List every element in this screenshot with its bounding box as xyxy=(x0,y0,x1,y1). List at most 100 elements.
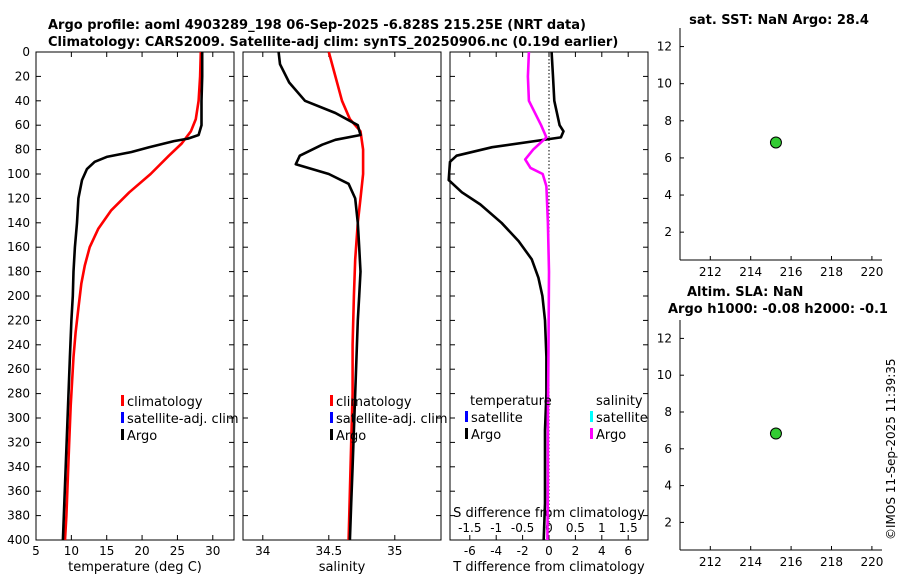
temp-xlabel: temperature (deg C) xyxy=(68,560,202,575)
diff-legend-s-argo-swatch xyxy=(590,428,593,439)
temp-legend-2-swatch xyxy=(121,429,124,440)
diff-xtick-label: 2 xyxy=(572,544,580,558)
sla-xtick-label: 212 xyxy=(699,555,722,569)
diff-legend-t-argo-label: Argo xyxy=(471,428,501,443)
diff-s-tick-label: 0.5 xyxy=(566,521,585,535)
depth-tick-label: 160 xyxy=(7,240,30,254)
sla-map-panel: 212 214 216 218 220 2 4 6 8 10 12 Altim. SLA: NaN Ar… xyxy=(657,285,888,569)
diff-legend-t-sat-label: satellite xyxy=(471,411,523,426)
sal-xlabel: salinity xyxy=(319,560,366,575)
depth-tick-label: 300 xyxy=(7,411,30,425)
diff-s-tick-label: -0.5 xyxy=(511,521,534,535)
sal-line-argo xyxy=(277,51,362,541)
title-line-2: Climatology: CARS2009. Satellite-adj cli… xyxy=(48,35,618,50)
sst-xtick-label: 216 xyxy=(780,265,803,279)
depth-tick-label: 20 xyxy=(15,69,30,83)
diff-xlabel: T difference from climatology xyxy=(452,560,645,575)
depth-tick-label: 200 xyxy=(7,289,30,303)
depth-tick-label: 340 xyxy=(7,460,30,474)
sst-ytick-label: 10 xyxy=(657,77,672,91)
sal-legend-0-label: climatology xyxy=(336,395,412,410)
temp-xtick-label: 25 xyxy=(170,544,185,558)
sal-line-climatology xyxy=(327,51,365,541)
sal-legend-1-label: satellite-adj. clim xyxy=(336,412,448,427)
diff-s-tick-label: 1.5 xyxy=(619,521,638,535)
sst-ytick-label: 8 xyxy=(664,114,672,128)
diff-s-tick-label: 1 xyxy=(598,521,606,535)
depth-tick-label: 260 xyxy=(7,362,30,376)
depth-tick-label: 60 xyxy=(15,118,30,132)
depth-tick-label: 0 xyxy=(22,45,30,59)
diff-legend-s-sat-label: satellite xyxy=(596,411,648,426)
temp-legend-0-label: climatology xyxy=(127,395,203,410)
temp-legend-0-swatch xyxy=(121,395,124,406)
sla-ytick-label: 10 xyxy=(657,368,672,382)
sla-xtick-label: 216 xyxy=(780,555,803,569)
sla-xtick-label: 214 xyxy=(739,555,762,569)
depth-tick-label: 100 xyxy=(7,167,30,181)
sst-argo-location-marker xyxy=(769,136,782,149)
temp-xtick-label: 10 xyxy=(64,544,79,558)
depth-tick-label: 320 xyxy=(7,435,30,449)
temp-line-climatology xyxy=(63,51,203,541)
sst-title-1: sat. SST: NaN Argo: 28.4 xyxy=(689,13,869,28)
sla-title-1: Altim. SLA: NaN xyxy=(687,285,803,300)
diff-s-axis-label: S difference from climatology xyxy=(453,506,645,521)
temp-line-argo xyxy=(61,52,204,541)
depth-tick-label: 220 xyxy=(7,313,30,327)
diff-legend-s-argo-label: Argo xyxy=(596,428,626,443)
depth-tick-label: 140 xyxy=(7,216,30,230)
sst-xtick-label: 214 xyxy=(739,265,762,279)
sla-title-2: Argo h1000: -0.08 h2000: -0.1 xyxy=(668,302,888,317)
depth-tick-label: 360 xyxy=(7,484,30,498)
sla-xtick-label: 218 xyxy=(820,555,843,569)
diff-line-t-argo xyxy=(447,51,565,541)
sal-xtick-label: 34 xyxy=(255,544,270,558)
salinity-panel: 34 34.5 35 salinity climatology satellite-adj… xyxy=(242,51,448,575)
sla-argo-location-marker xyxy=(769,427,782,440)
sal-legend-1-swatch xyxy=(330,412,333,423)
diff-legend-s-sat-swatch xyxy=(590,411,593,422)
diff-s-tick-label: -1.5 xyxy=(458,521,481,535)
sla-ytick-label: 4 xyxy=(664,479,672,493)
difference-panel: -6 -4 -2 0 2 4 6 T difference from climatology -… xyxy=(447,51,649,575)
sla-ytick-label: 8 xyxy=(664,405,672,419)
diff-s-tick-label: 0 xyxy=(545,521,553,535)
sst-ytick-label: 12 xyxy=(657,40,672,54)
depth-tick-label: 120 xyxy=(7,191,30,205)
sal-legend-2-label: Argo xyxy=(336,429,366,444)
temp-xtick-label: 15 xyxy=(99,544,114,558)
diff-xtick-label: -6 xyxy=(464,544,476,558)
sst-ytick-label: 6 xyxy=(664,151,672,165)
diff-legend-temperature-title: temperature xyxy=(470,394,552,409)
depth-tick-label: 80 xyxy=(15,143,30,157)
diff-legend-t-argo-swatch xyxy=(465,428,468,439)
diff-xtick-label: 4 xyxy=(598,544,606,558)
sst-xtick-label: 218 xyxy=(820,265,843,279)
depth-tick-label: 40 xyxy=(15,94,30,108)
temp-xtick-label: 20 xyxy=(134,544,149,558)
sst-map-panel: 212 214 216 218 220 2 4 6 8 10 12 sat. SST: NaN Arg… xyxy=(657,13,884,279)
sal-legend-2-swatch xyxy=(330,429,333,440)
title-line-1: Argo profile: aoml 4903289_198 06-Sep-20… xyxy=(48,18,586,33)
diff-legend-salinity-title: salinity xyxy=(596,394,643,409)
temp-xtick-label: 30 xyxy=(205,544,220,558)
diff-xtick-label: -4 xyxy=(490,544,502,558)
sst-xtick-label: 212 xyxy=(699,265,722,279)
depth-tick-label: 280 xyxy=(7,387,30,401)
depth-tick-label: 180 xyxy=(7,265,30,279)
sla-ytick-label: 6 xyxy=(664,442,672,456)
temp-legend-1-label: satellite-adj. clim xyxy=(127,412,239,427)
sst-ytick-label: 4 xyxy=(664,188,672,202)
sla-xtick-label: 220 xyxy=(860,555,883,569)
temp-legend-1-swatch xyxy=(121,412,124,423)
diff-legend-t-sat-swatch xyxy=(465,411,468,422)
sal-xtick-label: 34.5 xyxy=(315,544,342,558)
diff-line-s-argo xyxy=(523,51,551,541)
imos-watermark: ©IMOS 11-Sep-2025 11:39:35 xyxy=(884,358,898,540)
sla-ytick-label: 12 xyxy=(657,331,672,345)
temp-xtick-label: 5 xyxy=(32,544,40,558)
depth-tick-label: 240 xyxy=(7,338,30,352)
